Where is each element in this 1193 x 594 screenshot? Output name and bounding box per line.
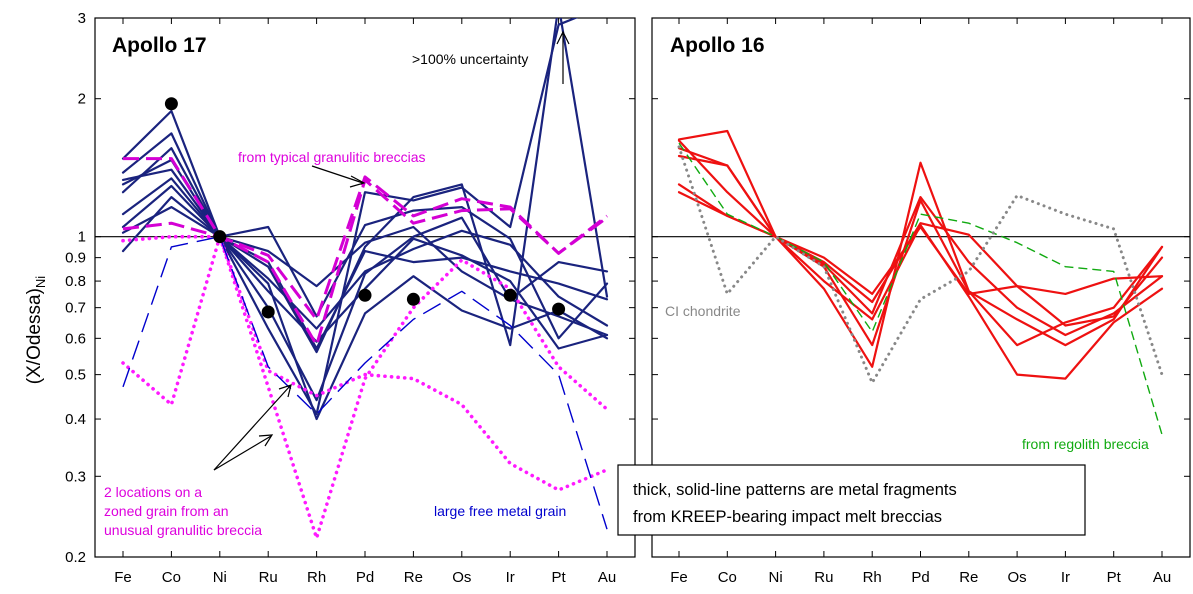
series-line-7 <box>678 142 1163 435</box>
x-tick-label-pt: Pt <box>1107 569 1122 586</box>
annotation-uncertainty: >100% uncertainty <box>412 51 528 67</box>
y-tick-label: 0.2 <box>65 549 86 566</box>
annotation-arrows <box>213 30 570 471</box>
x-tick-label-au: Au <box>598 569 616 586</box>
data-point-pt <box>552 302 566 316</box>
x-tick-label-pd: Pd <box>356 569 374 586</box>
chart-frame-layer <box>94 17 1191 558</box>
annotation-zoned-line-2: zoned grain from an <box>104 503 229 519</box>
x-tick-label-re: Re <box>959 569 978 586</box>
x-tick-label-ir: Ir <box>1061 569 1070 586</box>
y-tick-label: 0.8 <box>65 273 86 290</box>
series-line-6 <box>677 191 1164 295</box>
note-box <box>617 464 1086 536</box>
series-line-4 <box>677 139 1164 380</box>
arrow-typical-head <box>349 175 366 188</box>
y-tick-label: 0.5 <box>65 367 86 384</box>
series-line-5 <box>677 183 1164 327</box>
x-tick-label-pd: Pd <box>911 569 929 586</box>
x-tick-label-ru: Ru <box>259 569 278 586</box>
x-tick-label-re: Re <box>404 569 423 586</box>
data-point-re <box>406 292 420 306</box>
data-point-ru <box>261 305 275 319</box>
y-tick-label: 0.4 <box>65 411 86 428</box>
annotation-typical-granulitic: from typical granulitic breccias <box>238 149 426 165</box>
note-line-2: from KREEP-bearing impact melt breccias <box>633 508 942 526</box>
arrow-zoned-2-head <box>258 434 274 447</box>
x-tick-label-rh: Rh <box>307 569 326 586</box>
arrow-zoned-1-head <box>278 384 292 398</box>
x-tick-label-ru: Ru <box>814 569 833 586</box>
y-axis-label: (X/Odessa)Ni <box>24 276 48 384</box>
note-line-1: thick, solid-line patterns are metal fra… <box>633 481 957 499</box>
y-tick-label: 2 <box>78 91 86 108</box>
series-line-14 <box>122 235 608 530</box>
series-line-9 <box>121 147 609 350</box>
y-tick-label: 0.9 <box>65 250 86 267</box>
series-group <box>677 129 1164 435</box>
x-tick-label-ni: Ni <box>213 569 227 586</box>
annotation-ci-chondrite: CI chondrite <box>665 303 741 319</box>
series-line-6 <box>121 184 609 350</box>
y-tick-label: 0.6 <box>65 330 86 347</box>
series-line-11 <box>122 178 608 347</box>
x-tick-label-ir: Ir <box>506 569 515 586</box>
series-line-8 <box>121 206 609 421</box>
x-tick-label-fe: Fe <box>114 569 132 586</box>
x-tick-label-co: Co <box>718 569 737 586</box>
annotation-regolith: from regolith breccia <box>1022 436 1149 452</box>
x-tick-label-os: Os <box>1008 569 1027 586</box>
x-tick-label-os: Os <box>452 569 471 586</box>
arrow-zoned-1 <box>213 385 291 471</box>
data-point-ni <box>213 230 227 244</box>
x-tick-label-au: Au <box>1153 569 1171 586</box>
series-line-12 <box>121 234 609 492</box>
x-tick-label-co: Co <box>162 569 181 586</box>
series-line-2 <box>121 18 609 354</box>
arrow-zoned-2 <box>213 435 272 471</box>
x-tick-label-pt: Pt <box>552 569 567 586</box>
data-point-ir <box>503 288 517 302</box>
y-tick-label: 0.7 <box>65 300 86 317</box>
chart-series-layer <box>121 18 1164 540</box>
x-tick-label-fe: Fe <box>670 569 688 586</box>
annotation-zoned-line-1: 2 locations on a <box>104 484 202 500</box>
x-tick-label-ni: Ni <box>769 569 783 586</box>
y-tick-label: 0.3 <box>65 468 86 485</box>
series-group <box>121 18 609 540</box>
series-line-1 <box>121 18 579 416</box>
series-line-3 <box>677 154 1164 347</box>
y-tick-label: 3 <box>78 10 86 27</box>
arrow-uncertainty-head <box>556 30 570 45</box>
annotation-zoned-line-3: unusual granulitic breccia <box>104 522 262 538</box>
series-line-1 <box>677 129 1164 368</box>
chart-label-layer: 0.2 0.3 0.4 0.5 0.6 0.7 0.8 0.9 1 2 3 Fe Co Ni Ru Rh Pd R… <box>65 10 1171 586</box>
series-line-2 <box>677 147 1164 337</box>
y-tick-label: 1 <box>78 229 86 246</box>
annotation-free-metal: large free metal grain <box>434 503 566 519</box>
series-line-3 <box>121 158 609 402</box>
arrow-typical <box>311 165 364 184</box>
chart-marker-layer <box>164 97 566 319</box>
panel-title-apollo-16: Apollo 16 <box>670 34 765 57</box>
series-line-4 <box>121 168 609 330</box>
series-line-7 <box>121 196 609 340</box>
series-line-13 <box>121 234 609 540</box>
x-tick-label-rh: Rh <box>863 569 882 586</box>
panel-title-apollo-17: Apollo 17 <box>112 34 207 57</box>
data-point-co <box>164 97 178 111</box>
data-point-pd <box>358 288 372 302</box>
